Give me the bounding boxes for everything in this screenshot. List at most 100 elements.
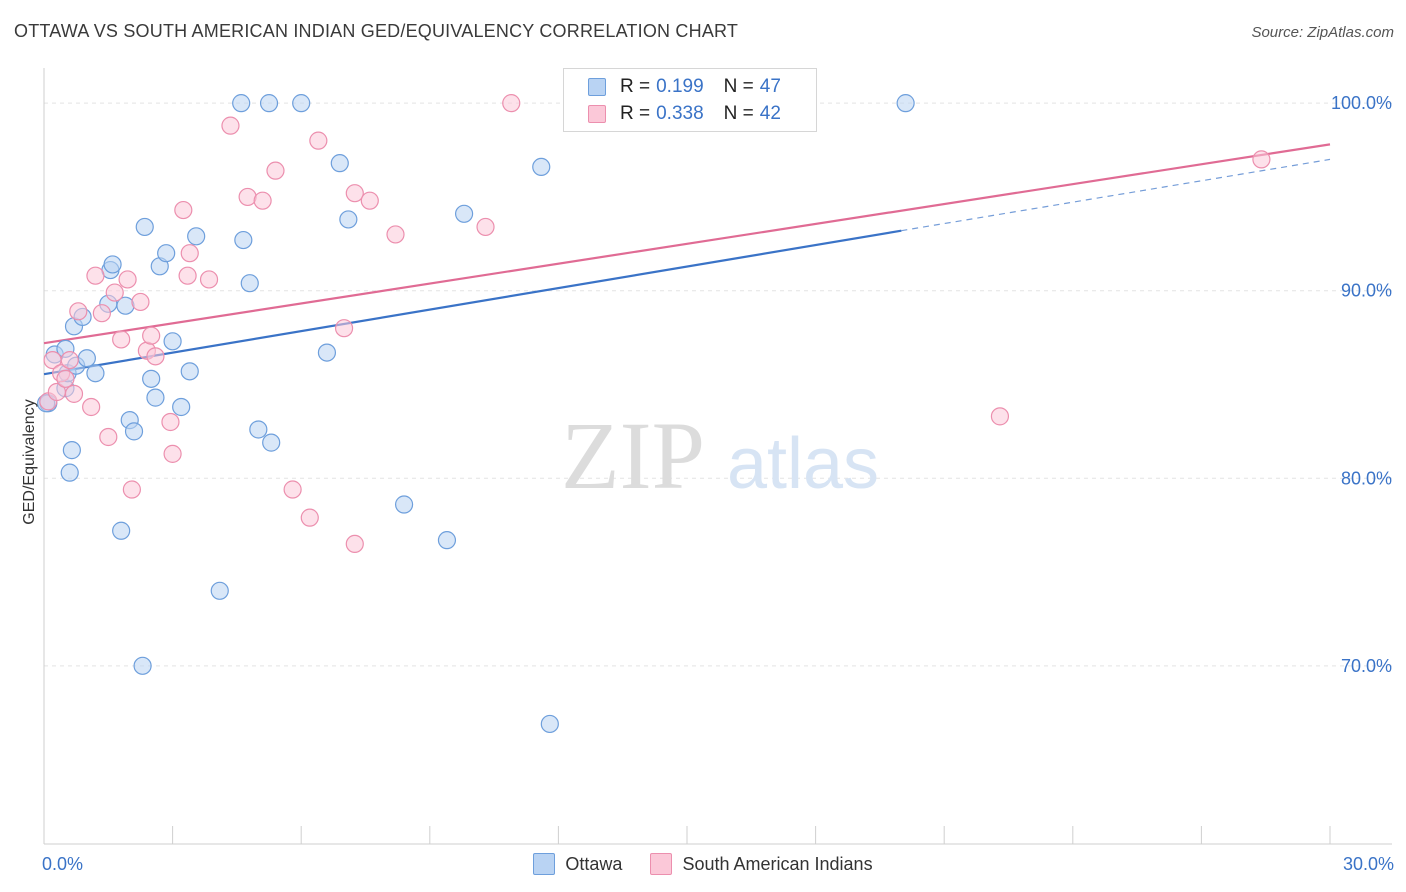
ottawa-point [157,244,176,263]
ottawa-point [187,227,206,246]
ottawa-point [234,230,253,250]
x-tick-label: 30.0% [1343,854,1394,874]
n-label: N = [723,103,754,124]
ottawa-point [124,422,144,441]
ottawa-point [240,274,259,293]
south-american-indians-point [502,94,521,113]
trend-lines [43,143,1331,376]
ottawa-point [103,255,122,274]
ottawa-point [259,94,279,113]
south-american-indians-point [334,319,354,338]
south-american-indians-point [345,534,364,554]
south-american-indians-point [56,369,75,388]
chart-title: OTTAWA VS SOUTH AMERICAN INDIAN GED/EQUI… [14,21,739,41]
watermark-atlas: atlas [727,424,879,504]
south-american-indians-point [64,384,84,403]
axes [43,68,1392,845]
south-american-indians-point [86,266,105,285]
south-american-indians-point [253,191,272,210]
south-american-indians-point [122,480,141,499]
r-label: R = [620,103,651,124]
ottawa-point [394,495,414,514]
watermark: ZIP atlas [561,402,879,509]
legend-item-ottawa[interactable]: Ottawa [533,853,622,875]
ottawa-legend-swatch [533,853,556,875]
n-label: N = [723,76,754,97]
south-american-indians-swatch [588,105,606,123]
data-points [37,94,1271,734]
ottawa-n-value: 47 [759,76,781,97]
series-legend: Ottawa South American Indians [0,852,1406,876]
south-american-indians-point [112,330,131,349]
south-american-indians-point [178,266,197,285]
ottawa-point [133,656,152,675]
south-american-indians-point [309,131,328,150]
stats-legend: R = 0.199 N = 47 R = 0.338 N = 42 [563,68,817,132]
ottawa-point [77,349,96,368]
ottawa-point [62,441,81,460]
legend-item-south-american-indians[interactable]: South American Indians [650,853,873,875]
sai-legend-swatch [650,853,673,875]
watermark-zip: ZIP [561,402,705,509]
ottawa-point [135,217,154,237]
south-american-indians-point [105,283,124,302]
ottawa-point [112,521,131,540]
south-american-indians-point [82,397,101,417]
ottawa-point [330,154,349,173]
y-axis-label: GED/Equivalency [21,399,38,524]
south-american-indians-point [386,225,405,244]
south-american-indians-point [174,200,193,220]
south-american-indians-point [142,326,161,345]
south-american-indians-point [266,161,285,180]
ottawa-point [292,94,311,113]
ottawa-point [454,204,474,223]
grid [44,102,1392,667]
ottawa-trend-line [43,229,902,376]
ottawa-r-value: 0.199 [656,76,704,97]
ottawa-trend-extension [901,158,1331,232]
ottawa-point [437,531,457,550]
ottawa-point [163,332,182,351]
ottawa-point [262,433,281,452]
south-american-indians-point [161,412,180,432]
ottawa-point [532,157,551,177]
south-american-indians-point [99,427,118,447]
legend-label-ottawa: Ottawa [565,853,623,874]
ottawa-point [232,94,251,113]
south-american-indians-trend-line [43,143,1331,345]
source-label: Source: ZipAtlas.com [1251,24,1394,41]
south-american-indians-point [360,191,379,210]
ottawa-point [210,581,229,600]
sai-r-value: 0.338 [656,103,704,124]
stats-row-ottawa: R = 0.199 N = 47 [588,75,781,99]
ottawa-point [317,343,337,362]
south-american-indians-point [283,480,302,499]
south-american-indians-point [1252,150,1271,169]
south-american-indians-point [199,270,219,289]
south-american-indians-point [476,217,495,237]
ottawa-point [540,714,559,734]
ottawa-swatch [588,78,606,96]
ottawa-point [180,362,199,381]
ottawa-point [146,388,165,407]
south-american-indians-point [92,304,111,323]
legend-label-south-american-indians: South American Indians [682,853,873,874]
south-american-indians-point [69,302,88,321]
south-american-indians-point [146,347,165,366]
south-american-indians-point [238,187,257,207]
south-american-indians-point [300,508,319,527]
ottawa-point [172,397,191,417]
south-american-indians-point [163,444,182,463]
ottawa-point [339,210,358,229]
ottawa-point [86,364,105,383]
south-american-indians-point [221,116,240,135]
south-american-indians-point [118,270,137,289]
x-tick-label: 0.0% [42,854,83,874]
y-tick-label: 100.0% [1331,93,1392,113]
ottawa-point [60,463,79,482]
south-american-indians-point [131,292,150,312]
sai-n-value: 42 [759,103,781,124]
south-american-indians-point [180,244,199,263]
south-american-indians-point [60,350,79,370]
